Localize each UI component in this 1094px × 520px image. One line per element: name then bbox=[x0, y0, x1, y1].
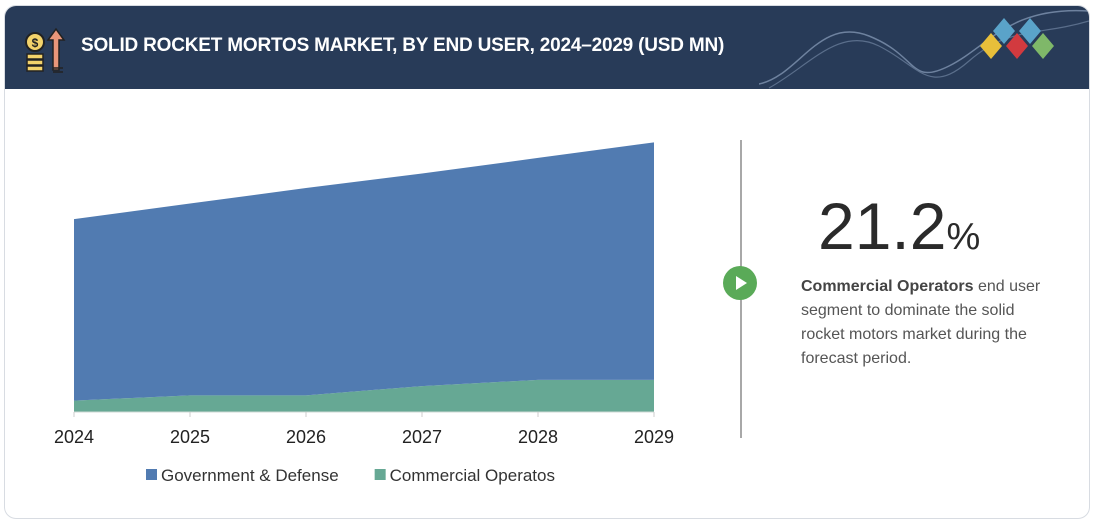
money-growth-icon: $ bbox=[25, 27, 66, 73]
x-tick-label: 2027 bbox=[402, 427, 442, 447]
callout-body: end user segment to dominate the solid r… bbox=[801, 278, 1041, 367]
callout-text: Commercial Operators end user segment to… bbox=[801, 275, 1051, 371]
cagr-number: 21.2 bbox=[818, 189, 947, 263]
legend-swatch bbox=[146, 469, 157, 480]
diamond-logo-icon bbox=[759, 9, 1089, 89]
x-tick-label: 2028 bbox=[518, 427, 558, 447]
x-tick-label: 2029 bbox=[634, 427, 674, 447]
x-tick-label: 2026 bbox=[286, 427, 326, 447]
chart-title: SOLID ROCKET MORTOS MARKET, BY END USER,… bbox=[81, 35, 725, 56]
play-icon bbox=[723, 266, 757, 300]
header: $ SOLID ROCKET MORTOS MARKET, BY END USE… bbox=[5, 6, 1089, 89]
legend-label: Government & Defense bbox=[161, 466, 339, 485]
cagr-value: 21.2% bbox=[818, 188, 980, 264]
stacked-area-chart: 2024 2025 2026 2027 2028 2029 Government & Def… bbox=[54, 142, 674, 485]
svg-text:$: $ bbox=[32, 36, 39, 50]
area-government-defense bbox=[74, 142, 654, 401]
x-tick-label: 2024 bbox=[54, 427, 94, 447]
legend-swatch bbox=[374, 469, 386, 480]
area-commercial-operatos bbox=[74, 379, 654, 412]
legend-label: Commercial Operatos bbox=[390, 466, 555, 485]
x-tick-label: 2025 bbox=[170, 427, 210, 447]
callout-highlight: Commercial Operators bbox=[801, 278, 974, 295]
cagr-unit: % bbox=[946, 216, 981, 258]
